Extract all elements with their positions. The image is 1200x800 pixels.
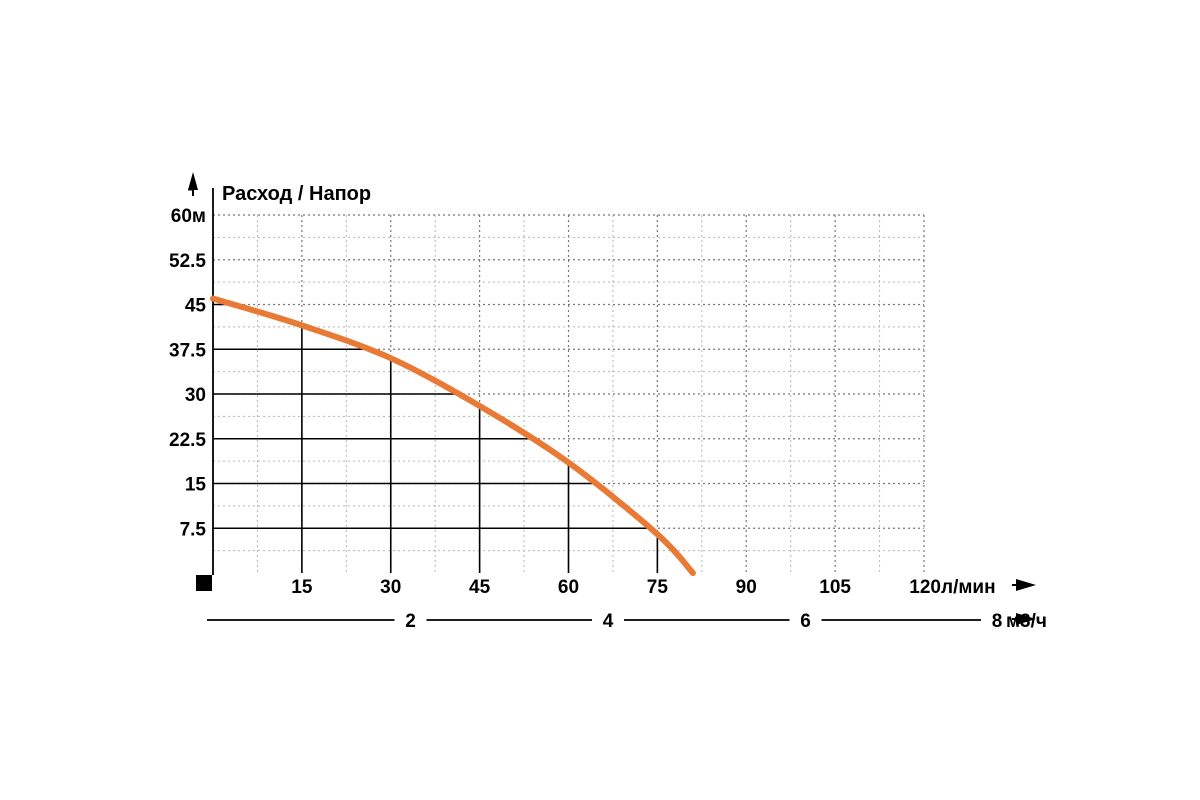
x-axis-unit: л/мин [941, 577, 996, 598]
x2-axis-arrow-icon [1016, 613, 1036, 625]
y-tick-label: 7.5 [180, 519, 207, 540]
reference-lines [213, 303, 659, 573]
y-tick-label: 60м [171, 206, 206, 227]
chart-axes [188, 172, 1036, 625]
chart-title: Расход / Напор [222, 183, 371, 205]
x-tick-label: 45 [469, 577, 491, 598]
x-tick-label: 75 [647, 577, 669, 598]
y-tick-label: 15 [185, 475, 207, 496]
tick-labels: 7.5 15 22.5 30 37.5 45 52.5 60м 15 30 45 60 75 90 105 1… [169, 206, 1047, 632]
origin-marker [196, 575, 212, 591]
x-tick-label: 15 [291, 577, 313, 598]
x-tick-label: 60 [558, 577, 579, 598]
performance-curve [210, 295, 696, 576]
x-tick-label: 105 [819, 577, 851, 598]
y-tick-label: 45 [185, 296, 207, 317]
x-tick-label: 120 [909, 577, 941, 598]
x2-tick-label: 8 [992, 611, 1003, 632]
x2-tick-label: 6 [800, 611, 811, 632]
x-axis-arrow-icon [1016, 579, 1036, 591]
x-tick-label: 30 [380, 577, 401, 598]
y-tick-label: 37.5 [169, 340, 206, 361]
x2-axis-unit: м3/ч [1006, 611, 1047, 632]
y-axis-arrow-icon [188, 172, 198, 190]
curve-group [210, 295, 696, 576]
x2-tick-label: 2 [405, 611, 416, 632]
x2-tick-label: 4 [603, 611, 614, 632]
y-tick-label: 30 [185, 385, 206, 406]
x-tick-label: 90 [736, 577, 757, 598]
y-tick-label: 22.5 [169, 430, 206, 451]
y-tick-label: 52.5 [169, 251, 206, 272]
